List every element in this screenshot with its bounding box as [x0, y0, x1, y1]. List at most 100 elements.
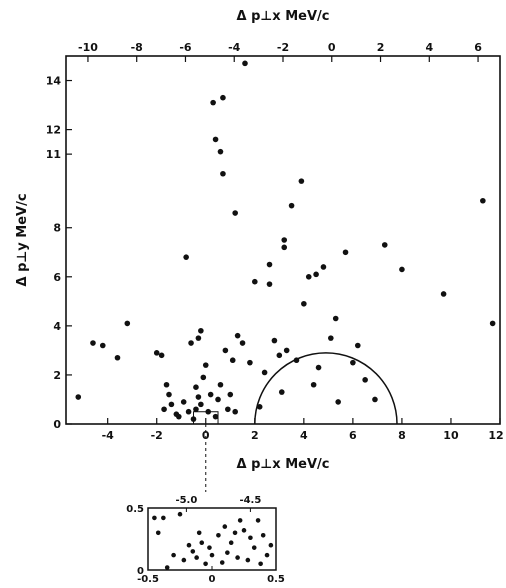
top-x-tick-label: 0 [328, 41, 336, 54]
bottom-axis-title: Δ p⊥x MeV/c [237, 457, 330, 472]
data-point [354, 342, 361, 349]
main-ticks: -4 -2 0 2 4 6 8 10 12 -10 -8 -6 -4 -2 0 2 4 6 0 2 4 6 8 11 12 14 [46, 41, 504, 442]
data-point [195, 335, 202, 341]
inset-x-tick-label: 0.5 [267, 574, 285, 585]
data-point [320, 264, 327, 270]
top-x-tick-label: 4 [425, 41, 433, 54]
data-point [210, 99, 216, 106]
inset-top-tick-label: -4.5 [239, 495, 261, 506]
top-x-tick-label: -8 [131, 41, 143, 54]
data-point [124, 320, 131, 327]
inset-x-tick-label: -0.5 [137, 574, 159, 585]
inset-data-point [241, 528, 247, 533]
inset-data-point [251, 545, 257, 550]
data-point [328, 335, 334, 341]
y-tick-label: 14 [46, 75, 62, 88]
data-point [185, 408, 192, 415]
data-point [220, 94, 226, 101]
inset-data-point [219, 560, 225, 565]
top-x-tick-label: -6 [179, 41, 192, 54]
inset-data-point [199, 540, 205, 546]
inset-data-point [181, 557, 187, 563]
inset-data-point [216, 532, 221, 538]
data-point [229, 357, 236, 364]
data-point [381, 242, 388, 248]
data-point [166, 391, 172, 398]
data-point [256, 404, 263, 410]
data-point [276, 352, 283, 359]
x-tick-label: 4 [300, 429, 308, 442]
inset-data-point [209, 552, 215, 558]
data-point [198, 401, 204, 408]
inset-data-point [225, 550, 230, 555]
data-point [332, 315, 339, 322]
data-point [114, 354, 121, 361]
inset-y-tick-label: 0.5 [126, 504, 144, 515]
inset-x-tick-label: 0 [209, 574, 216, 585]
top-x-tick-label: 6 [474, 41, 482, 54]
data-point [215, 396, 221, 403]
data-point [342, 249, 349, 256]
inset-data-point [177, 511, 183, 517]
data-point [195, 394, 202, 400]
inset-scatter-plot: -0.5 0 0.5-5.0 -4.500.5 [126, 495, 285, 585]
x-tick-label: 0 [202, 429, 210, 442]
data-point [252, 278, 258, 285]
x-tick-label: -4 [102, 429, 115, 442]
inset-data-point [260, 532, 266, 538]
inset-data-point [164, 565, 170, 570]
data-point [227, 391, 234, 398]
inset-y-tick-label: 0 [137, 566, 144, 577]
data-point [163, 381, 170, 388]
x-tick-label: -2 [151, 429, 163, 442]
data-point [161, 406, 167, 413]
y-tick-label: 0 [53, 418, 61, 431]
data-point [222, 347, 229, 354]
inset-data-point [155, 530, 161, 536]
top-x-tick-label: -10 [78, 41, 98, 54]
inset-data-points [152, 511, 274, 570]
data-point [202, 362, 209, 368]
x-tick-label: 10 [443, 429, 459, 442]
inset-data-point [248, 535, 253, 541]
data-point [153, 350, 160, 356]
main-scatter-plot: -4 -2 0 2 4 6 8 10 12 -10 -8 -6 -4 -2 0 2 4 6 0 2 4 6 8 11 12 14 [46, 41, 504, 492]
inset-ticks: -0.5 0 0.5-5.0 -4.500.5 [126, 495, 285, 585]
data-point [301, 300, 307, 307]
data-point [315, 364, 322, 371]
y-tick-label: 6 [53, 271, 61, 284]
data-point [288, 202, 295, 209]
data-point [305, 274, 312, 280]
data-point [489, 320, 496, 327]
data-point [200, 374, 207, 381]
inset-data-point [268, 542, 274, 548]
inset-data-point [258, 561, 263, 567]
inset-plot-frame [147, 507, 277, 571]
inset-data-point [203, 561, 208, 567]
data-point [232, 210, 238, 216]
inset-data-point [264, 552, 270, 558]
inset-data-point [235, 555, 240, 560]
data-point [281, 237, 288, 243]
data-point [193, 406, 199, 413]
data-point [217, 381, 224, 388]
data-point [310, 381, 317, 388]
data-point [298, 178, 305, 184]
y-tick-label: 4 [53, 320, 61, 333]
data-point [220, 170, 226, 177]
y-axis-title: Δ p⊥y MeV/c [15, 193, 30, 286]
inset-data-point [245, 557, 251, 563]
y-tick-label: 11 [46, 148, 61, 161]
top-x-tick-label: -2 [277, 41, 289, 54]
data-point [99, 342, 106, 349]
data-point [75, 394, 82, 400]
inset-data-point [171, 552, 176, 558]
data-point [372, 396, 378, 403]
inset-data-point [186, 542, 192, 548]
data-point [207, 391, 214, 398]
semicircle-boundary [254, 352, 398, 425]
data-point [350, 359, 356, 366]
inset-data-point [237, 518, 243, 523]
inset-data-point [228, 540, 234, 546]
top-x-tick-label: -4 [228, 41, 241, 54]
